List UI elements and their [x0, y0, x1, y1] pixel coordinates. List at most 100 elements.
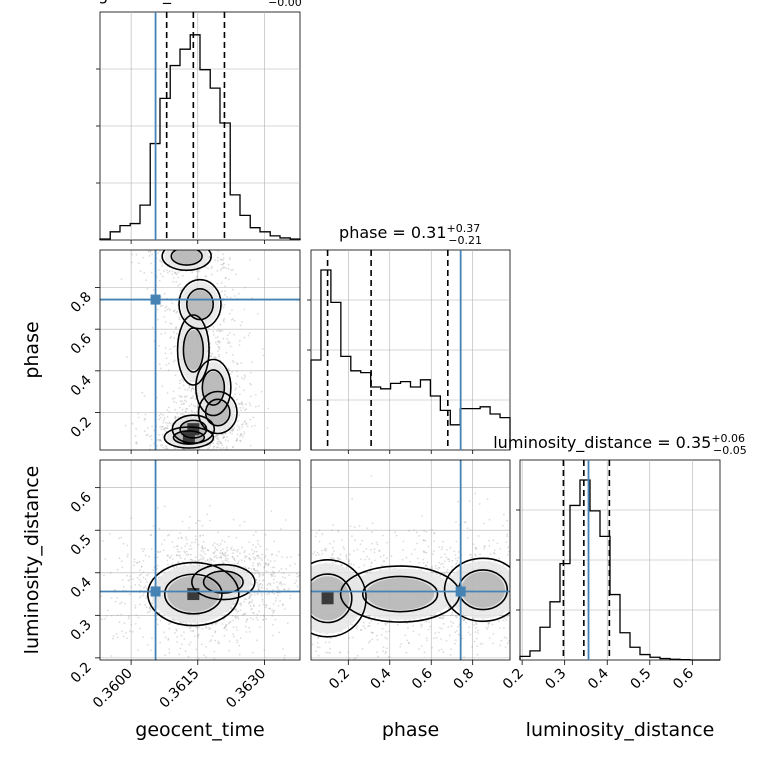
scatter-point [257, 624, 259, 626]
scatter-point [158, 434, 161, 436]
scatter-point [428, 621, 430, 623]
scatter-point [351, 624, 353, 626]
scatter-point [303, 620, 305, 622]
y-tick-label: 0.2 [68, 414, 95, 441]
scatter-point [176, 332, 178, 335]
scatter-point [93, 615, 95, 617]
scatter-point [179, 452, 181, 454]
scatter-point [235, 387, 237, 390]
scatter-point [251, 548, 253, 551]
panel-frame [99, 249, 301, 451]
scatter-point [131, 578, 134, 580]
scatter-point [369, 640, 371, 643]
scatter-point [240, 604, 243, 607]
scatter-point [165, 357, 168, 360]
scatter-point [529, 605, 531, 607]
scatter-point [249, 453, 251, 455]
scatter-point [169, 622, 172, 624]
scatter-point [75, 602, 77, 604]
scatter-point [230, 548, 232, 551]
scatter-point [218, 340, 221, 343]
scatter-point [543, 570, 545, 572]
scatter-point [270, 553, 273, 556]
scatter-point [231, 446, 234, 449]
hist-step-luminosity_distance [519, 479, 720, 661]
scatter-point [220, 557, 223, 559]
scatter-point [233, 319, 236, 322]
scatter-point [409, 560, 411, 563]
scatter-point [116, 636, 119, 639]
scatter-point [330, 637, 332, 640]
contour-line [201, 369, 226, 406]
scatter-point [489, 553, 492, 556]
scatter-point [440, 638, 442, 640]
scatter-point [534, 599, 536, 601]
scatter-point [133, 564, 135, 567]
scatter-point [225, 546, 228, 549]
scatter-point [454, 642, 456, 645]
scatter-point [503, 513, 505, 516]
scatter-point [442, 540, 444, 543]
scatter-point [558, 631, 560, 633]
scatter-point [502, 563, 505, 566]
scatter-point [216, 282, 219, 285]
scatter-point [477, 629, 479, 632]
scatter-point [284, 593, 286, 595]
scatter-point [247, 597, 250, 600]
scatter-point [475, 547, 478, 550]
scatter-point [233, 559, 236, 562]
scatter-point [385, 630, 388, 633]
scatter-point [213, 556, 216, 559]
scatter-point [176, 412, 179, 415]
scatter-point [184, 410, 187, 412]
scatter-point [128, 593, 131, 596]
scatter-point [332, 524, 334, 526]
scatter-point [243, 653, 245, 655]
scatter-point [183, 638, 186, 640]
scatter-point [362, 625, 365, 627]
density-core [321, 592, 334, 605]
scatter-point [463, 619, 465, 622]
scatter-point [251, 644, 253, 646]
scatter-point [261, 553, 264, 556]
scatter-point [487, 625, 490, 628]
scatter-point [251, 599, 254, 601]
scatter-point [232, 626, 235, 628]
scatter-point [108, 533, 111, 535]
scatter-point [225, 555, 227, 558]
scatter-point [361, 539, 364, 542]
scatter-point [103, 574, 105, 577]
scatter-point [367, 666, 369, 668]
scatter-point [475, 548, 477, 551]
scatter-point [134, 583, 137, 586]
scatter-point [352, 662, 354, 664]
y-axis-label-luminosity_distance: luminosity_distance [21, 466, 43, 655]
scatter-point [222, 257, 225, 259]
scatter-point [191, 541, 193, 544]
scatter-point [140, 595, 142, 598]
scatter-point [120, 613, 123, 616]
scatter-point [431, 529, 433, 531]
scatter-point [212, 442, 215, 445]
scatter-point [218, 353, 220, 356]
scatter-point [450, 614, 452, 617]
scatter-point [139, 573, 142, 576]
scatter-point [496, 542, 499, 545]
scatter-point [252, 544, 254, 546]
scatter-point [291, 605, 293, 607]
scatter-point [349, 525, 352, 528]
scatter-point [226, 296, 228, 298]
scatter-point [214, 435, 217, 438]
scatter-point [454, 631, 457, 634]
scatter-point [295, 625, 297, 627]
scatter-point [296, 565, 298, 567]
scatter-point [120, 560, 123, 562]
scatter-point [237, 560, 240, 563]
scatter-point [196, 410, 199, 413]
scatter-point [264, 606, 267, 609]
scatter-point [371, 531, 373, 533]
scatter-point [275, 597, 278, 600]
scatter-point [238, 344, 241, 346]
scatter-point [195, 522, 197, 525]
scatter-point [437, 631, 440, 634]
